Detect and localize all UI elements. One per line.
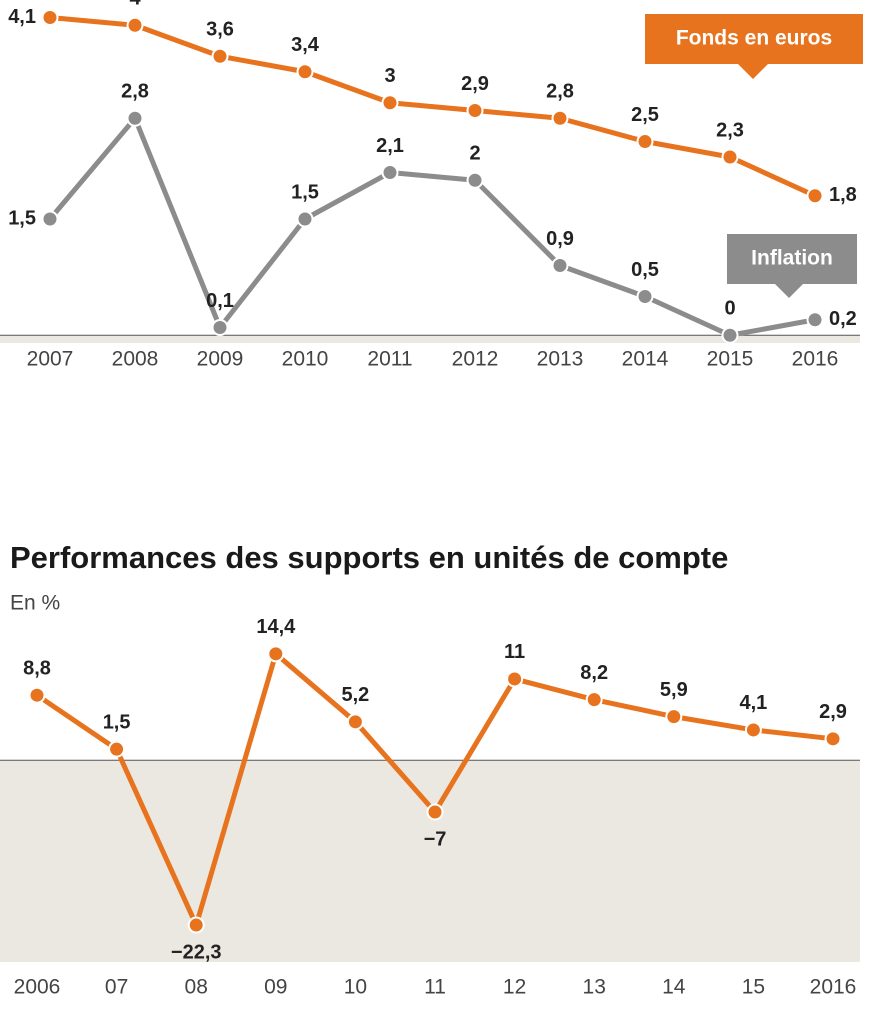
value-label: 5,2 — [341, 684, 369, 706]
data-point — [551, 257, 569, 274]
x-tick-label: 2011 — [367, 348, 412, 371]
chart-subtitle: En % — [10, 592, 60, 615]
legend-pointer — [775, 284, 803, 298]
data-point — [296, 63, 314, 81]
data-point — [466, 171, 484, 189]
negative-zone — [0, 335, 860, 343]
data-point — [381, 94, 399, 112]
value-label: 0,1 — [206, 290, 234, 312]
data-point — [636, 133, 654, 150]
series-line — [49, 15, 817, 199]
x-tick-label: 2014 — [622, 348, 669, 371]
value-label: 2,3 — [716, 119, 744, 141]
x-tick-label: 14 — [662, 976, 686, 999]
value-label: 2,8 — [546, 81, 574, 103]
legend-box — [727, 234, 857, 284]
data-point — [636, 288, 654, 305]
data-point — [346, 713, 364, 731]
data-point — [211, 47, 229, 65]
data-point — [296, 210, 314, 228]
data-point — [426, 803, 444, 821]
legend-label: Inflation — [751, 247, 833, 270]
x-tick-label: 09 — [264, 976, 287, 999]
data-point — [211, 319, 229, 336]
legend-pointer — [738, 64, 768, 79]
x-tick-label: 13 — [583, 976, 606, 999]
x-tick-label: 2016 — [810, 976, 857, 999]
value-label: 3 — [384, 65, 395, 87]
value-label: 1,5 — [8, 207, 36, 229]
value-label: 2,5 — [631, 104, 659, 126]
series-line — [48, 115, 816, 338]
x-tick-label: 15 — [742, 976, 765, 999]
value-label: 2,8 — [121, 81, 149, 103]
value-label: 1,8 — [829, 184, 857, 206]
x-tick-label: 2015 — [707, 348, 754, 371]
value-label: 4,1 — [739, 692, 767, 714]
data-point — [806, 187, 824, 205]
value-label: 1,5 — [291, 181, 319, 203]
x-tick-label: 2016 — [792, 348, 839, 371]
data-point — [267, 645, 285, 663]
x-tick-label: 2012 — [452, 348, 499, 371]
data-point — [744, 721, 762, 739]
x-tick-label: 2007 — [27, 348, 74, 371]
data-point — [466, 102, 484, 119]
value-label: 0,9 — [546, 228, 574, 250]
value-label: 0,2 — [829, 308, 857, 330]
legend-gray: Inflation — [727, 234, 857, 298]
value-label: 0 — [724, 298, 735, 320]
value-label: −22,3 — [171, 941, 222, 963]
data-point — [551, 109, 569, 127]
data-point — [585, 691, 603, 709]
x-tick-label: 2006 — [14, 976, 61, 999]
data-point — [41, 9, 59, 26]
legend-orange: Fonds en euros — [645, 14, 863, 79]
x-tick-label: 2008 — [112, 348, 159, 371]
value-label: 5,9 — [660, 679, 688, 701]
value-label: 2 — [469, 143, 480, 165]
chart-title: Performances des supports en unités de c… — [10, 540, 728, 575]
x-tick-label: 08 — [185, 976, 208, 999]
data-point — [721, 148, 739, 166]
x-tick-label: 10 — [344, 976, 367, 999]
value-label: 8,2 — [580, 662, 608, 684]
value-label: −7 — [424, 828, 447, 850]
data-point — [506, 670, 524, 688]
data-point — [41, 210, 59, 228]
legend-label: Fonds en euros — [676, 27, 832, 50]
data-point — [806, 311, 824, 329]
data-point — [665, 708, 683, 726]
data-point — [108, 740, 126, 758]
value-label: 11 — [504, 641, 525, 663]
x-tick-label: 2010 — [282, 348, 329, 371]
value-label: 0,5 — [631, 259, 659, 281]
value-label: 14,4 — [256, 616, 296, 638]
value-label: 2,9 — [461, 73, 489, 95]
data-point — [187, 916, 205, 934]
data-point — [126, 109, 144, 127]
data-point — [381, 164, 399, 181]
x-tick-label: 2013 — [537, 348, 584, 371]
x-tick-label: 07 — [105, 976, 128, 999]
data-point — [824, 730, 842, 748]
x-tick-label: 2009 — [197, 348, 244, 371]
value-label: 2,1 — [376, 135, 404, 157]
data-point — [126, 16, 144, 34]
x-tick-label: 11 — [424, 976, 446, 999]
x-tick-label: 12 — [503, 976, 526, 999]
value-label: 4 — [129, 0, 141, 10]
value-label: 2,9 — [819, 701, 847, 723]
data-point — [721, 326, 739, 344]
value-label: 4,1 — [8, 6, 36, 28]
data-point — [28, 686, 46, 704]
value-label: 3,4 — [291, 34, 320, 56]
negative-zone — [0, 760, 860, 962]
value-label: 3,6 — [206, 19, 234, 41]
value-label: 8,8 — [23, 657, 51, 679]
legend-box — [645, 14, 863, 64]
value-label: 1,5 — [103, 711, 131, 733]
